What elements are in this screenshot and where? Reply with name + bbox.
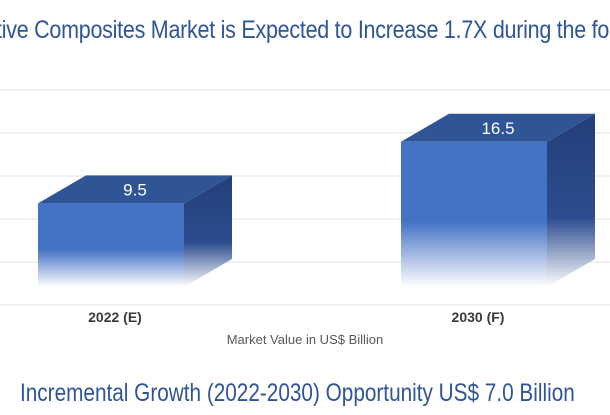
footer-note: Incremental Growth (2022-2030) Opportuni… bbox=[20, 379, 575, 407]
category-label: 2030 (F) bbox=[452, 309, 505, 325]
x-axis-label: Market Value in US$ Billion bbox=[226, 332, 384, 347]
bar-side-face bbox=[547, 113, 595, 287]
category-label: 2022 (E) bbox=[88, 309, 142, 325]
bar-top-face bbox=[401, 113, 595, 142]
bar-value-label: 16.5 bbox=[481, 119, 514, 138]
bar-front-face bbox=[401, 141, 547, 287]
chart-title: tive Composites Market is Expected to In… bbox=[0, 16, 610, 44]
bar-value-label: 9.5 bbox=[123, 180, 147, 199]
bar-front-face bbox=[38, 203, 184, 287]
bar-side-face bbox=[184, 175, 232, 287]
labels: 9.5 2022 (E) 16.5 2030 (F) bbox=[88, 119, 514, 325]
bar-top-face bbox=[38, 175, 232, 204]
bars bbox=[38, 113, 595, 287]
bar-2 bbox=[401, 113, 595, 287]
bar-1 bbox=[38, 175, 232, 287]
